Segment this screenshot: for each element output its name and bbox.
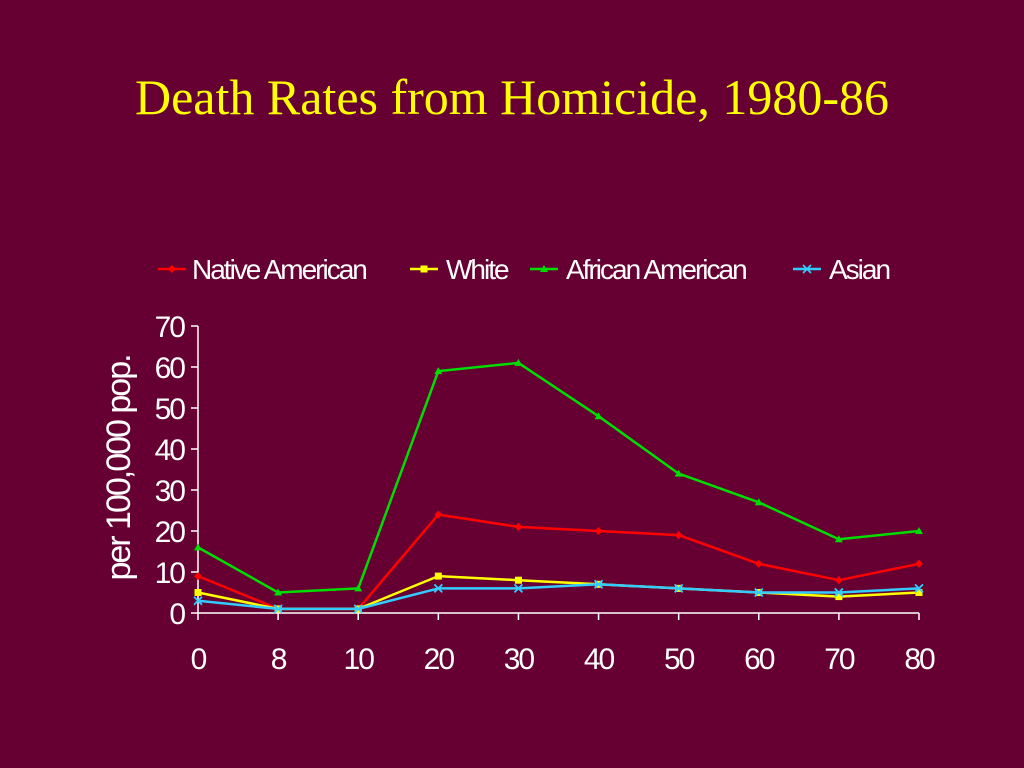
data-point xyxy=(834,576,843,585)
y-tick-label: 0 xyxy=(169,598,185,631)
data-point xyxy=(194,589,202,596)
data-point xyxy=(514,522,523,531)
series-line xyxy=(197,583,920,611)
data-point xyxy=(274,588,283,596)
data-point xyxy=(834,587,844,598)
data-point xyxy=(434,367,443,375)
x-tick-label: 30 xyxy=(504,643,535,676)
data-point xyxy=(514,576,522,584)
data-point xyxy=(194,572,202,581)
legend-label: African American xyxy=(566,254,746,285)
data-point xyxy=(915,527,923,534)
y-tick-label: 60 xyxy=(155,352,186,385)
legend-item: Asian xyxy=(793,254,891,285)
data-point xyxy=(168,265,176,273)
data-point xyxy=(594,412,603,420)
x-tick-label: 10 xyxy=(344,643,375,676)
y-tick-label: 50 xyxy=(155,393,186,426)
x-tick-label: 70 xyxy=(824,643,855,676)
data-point xyxy=(914,583,924,594)
data-point xyxy=(834,535,843,543)
data-point xyxy=(513,583,524,594)
data-point xyxy=(674,469,683,477)
axes: 0 10 20 30 40 50 60 70 0 8 10 20 30 40 50 60 70 80 xyxy=(155,311,937,676)
data-point xyxy=(835,593,843,601)
data-point xyxy=(353,604,363,614)
data-point xyxy=(540,265,548,272)
legend-item: African American xyxy=(530,254,748,285)
x-tick-label: 8 xyxy=(271,643,287,676)
data-point xyxy=(433,583,443,594)
series-native-american xyxy=(194,510,923,613)
legend-item: White xyxy=(410,254,511,285)
legend-label: White xyxy=(446,254,509,285)
series-line xyxy=(197,361,920,594)
x-tick-label: 40 xyxy=(584,643,615,676)
x-tick-label: 50 xyxy=(664,643,695,676)
data-point xyxy=(194,543,202,551)
legend-label: Native American xyxy=(192,254,366,285)
legend-label: Asian xyxy=(829,254,889,285)
x-tick-label: 80 xyxy=(904,643,935,676)
legend: Native American White African American Asia… xyxy=(158,254,891,285)
y-tick-label: 10 xyxy=(155,557,186,590)
series-layer xyxy=(193,358,924,614)
x-tick-label: 20 xyxy=(424,643,455,676)
slide-title: Death Rates from Homicide, 1980-86 xyxy=(135,69,889,125)
legend-item: Native American xyxy=(158,254,368,285)
data-point xyxy=(915,589,923,596)
y-axis-title: per 100,000 pop. xyxy=(100,355,138,580)
data-point xyxy=(754,587,764,598)
data-point xyxy=(420,265,428,273)
x-tick-label: 60 xyxy=(744,643,775,676)
y-tick-label: 30 xyxy=(155,475,186,508)
y-tick-label: 40 xyxy=(155,434,186,467)
x-tick-label: 0 xyxy=(191,643,207,676)
data-point xyxy=(434,510,443,519)
data-point xyxy=(754,559,763,568)
series-african-american xyxy=(194,358,923,596)
series-asian xyxy=(193,579,924,614)
data-point xyxy=(674,531,683,540)
data-point xyxy=(594,527,603,535)
y-tick-label: 20 xyxy=(155,516,186,549)
data-point xyxy=(754,498,763,506)
data-point xyxy=(915,559,923,568)
data-point xyxy=(193,596,203,606)
data-point xyxy=(434,572,442,580)
y-tick-label: 70 xyxy=(155,311,186,344)
data-point xyxy=(802,264,812,274)
data-point xyxy=(273,604,283,614)
data-point xyxy=(354,584,363,592)
data-point xyxy=(674,583,684,594)
data-point xyxy=(514,358,523,366)
data-point xyxy=(593,579,604,589)
